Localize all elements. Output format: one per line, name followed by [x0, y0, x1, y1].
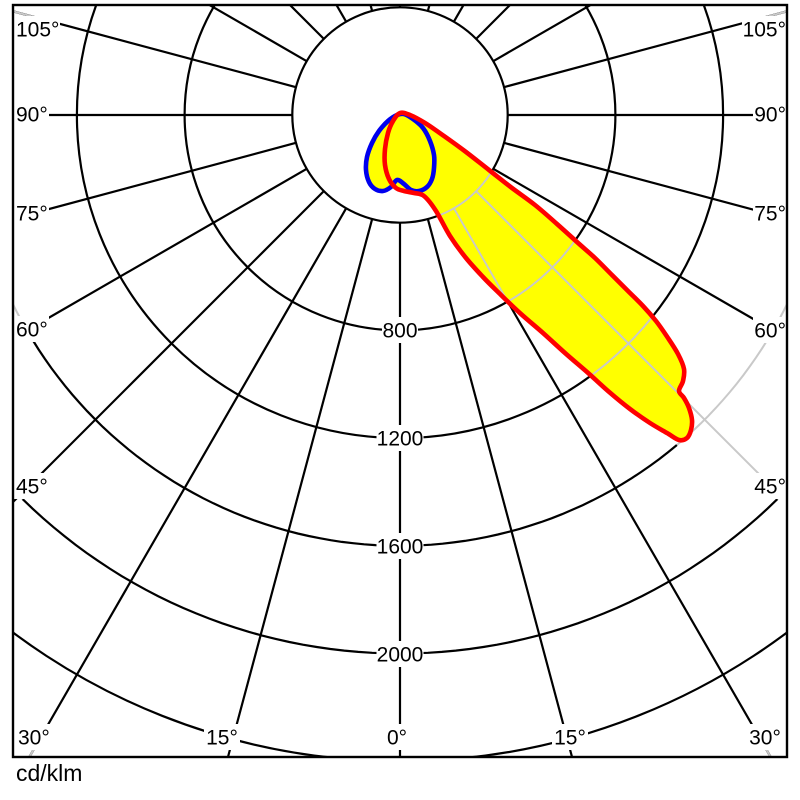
curve-c0-c180 — [363, 111, 437, 194]
grid-ray-15 — [426, 218, 574, 757]
label-bg — [753, 200, 789, 226]
gray-inner-ray-30 — [453, 207, 693, 441]
grid-ring-1600 — [25, 329, 678, 547]
angle-label: 15° — [206, 727, 238, 750]
angle-label: 60° — [16, 319, 48, 342]
label-bg — [742, 16, 789, 42]
angle-label: 0° — [387, 727, 407, 750]
beam-fill-c90 — [384, 112, 693, 441]
curve-c90-c270 — [382, 110, 695, 443]
angle-label: 75° — [16, 203, 48, 226]
angle-label: 75° — [754, 203, 786, 226]
plot-border — [11, 3, 789, 759]
grid-ray-30 — [452, 207, 772, 757]
ring-value-label: 1600 — [377, 536, 424, 559]
grid-ray--30 — [28, 207, 348, 757]
angle-label: 45° — [16, 476, 48, 499]
label-bg — [13, 473, 49, 499]
label-bg — [753, 101, 789, 127]
label-bg — [13, 101, 49, 127]
label-bg — [753, 317, 789, 343]
grid-ray--75 — [13, 141, 297, 220]
gray-ray-45 — [676, 391, 765, 480]
label-bg — [384, 724, 410, 750]
angle-label: 90° — [754, 104, 786, 127]
angle-label: 30° — [18, 727, 50, 750]
label-bg — [204, 724, 240, 750]
label-bg — [376, 533, 424, 559]
label-bg — [376, 425, 424, 451]
angle-label: 45° — [754, 476, 786, 499]
label-bg — [753, 473, 789, 499]
angle-label: 105° — [16, 19, 59, 42]
label-bg — [552, 724, 588, 750]
angle-label: 60° — [754, 320, 786, 343]
grid-ray--60 — [13, 167, 308, 340]
grid-ray-75 — [503, 141, 787, 220]
label-bg — [15, 724, 51, 750]
label-backgrounds — [13, 16, 789, 750]
grid-ray--15 — [226, 218, 374, 757]
label-bg — [382, 317, 418, 343]
ring-value-label: 1200 — [377, 428, 424, 451]
angle-label: 105° — [743, 19, 786, 42]
label-bg — [747, 724, 783, 750]
labels: 105° 90° 75° 60° 45° 30° 15° 0° 15° 30° 45° 60° 75° 9… — [16, 19, 786, 750]
angle-label: 15° — [554, 727, 586, 750]
ring-value-label: 2000 — [377, 644, 424, 667]
ring-value-label: 800 — [382, 320, 417, 343]
label-bg — [13, 200, 49, 226]
grid-ray--105 — [13, 10, 297, 89]
label-bg — [13, 16, 60, 42]
grid-ray-105 — [503, 10, 787, 89]
angle-label: 30° — [749, 727, 781, 750]
label-bg — [376, 641, 424, 667]
grid-ray-60 — [492, 167, 787, 340]
label-bg — [13, 316, 49, 342]
angle-label: 90° — [16, 104, 48, 127]
unit-label: cd/klm — [16, 760, 83, 786]
